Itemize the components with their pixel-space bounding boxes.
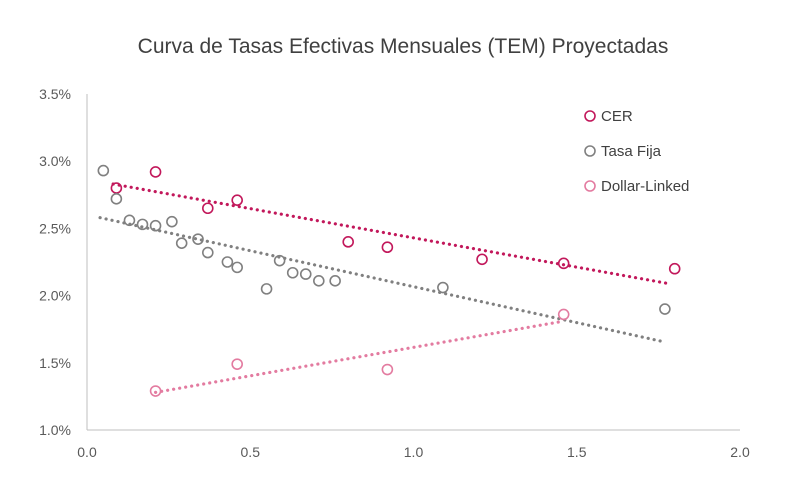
point-tasa-fija bbox=[149, 219, 162, 232]
point-tasa-fija bbox=[313, 275, 325, 287]
legend-marker-tasa-fija bbox=[584, 145, 596, 157]
legend-label-dollar-linked: Dollar-Linked bbox=[601, 178, 689, 195]
x-tick-label: 1.0 bbox=[404, 444, 424, 460]
data-points bbox=[97, 164, 681, 397]
point-cer bbox=[202, 202, 214, 215]
point-tasa-fija bbox=[221, 256, 234, 268]
chart-title: Curva de Tasas Efectivas Mensuales (TEM)… bbox=[138, 35, 669, 58]
point-cer bbox=[668, 262, 681, 275]
point-tasa-fija bbox=[97, 164, 110, 177]
x-tick-labels: 0.0 0.5 1.0 1.5 2.0 bbox=[77, 444, 750, 460]
point-tasa-fija bbox=[659, 303, 671, 315]
point-tasa-fija bbox=[192, 233, 204, 245]
x-tick-label: 0.0 bbox=[77, 444, 97, 460]
point-tasa-fija bbox=[329, 275, 341, 287]
trendline-dollar-linked bbox=[153, 319, 566, 394]
point-tasa-fija bbox=[273, 254, 286, 267]
legend-marker-cer bbox=[584, 110, 596, 122]
x-tick-label: 0.5 bbox=[241, 444, 261, 460]
point-cer bbox=[476, 253, 488, 266]
point-dollar-linked bbox=[557, 308, 570, 321]
point-tasa-fija bbox=[286, 266, 299, 279]
x-tick-label: 1.5 bbox=[567, 444, 587, 460]
legend-label-cer: CER bbox=[601, 108, 633, 125]
y-tick-label: 1.5% bbox=[39, 355, 71, 371]
y-tick-label: 3.5% bbox=[39, 86, 71, 102]
point-tasa-fija bbox=[260, 283, 273, 295]
legend: CER Tasa Fija Dollar-Linked bbox=[584, 108, 689, 195]
point-dollar-linked bbox=[231, 358, 243, 370]
point-cer bbox=[381, 241, 394, 254]
point-tasa-fija bbox=[175, 237, 188, 249]
point-tasa-fija bbox=[136, 218, 149, 231]
point-dollar-linked bbox=[149, 385, 162, 397]
legend-marker-dollar-linked bbox=[584, 180, 596, 192]
point-cer bbox=[231, 194, 243, 206]
point-tasa-fija bbox=[110, 193, 123, 205]
point-tasa-fija bbox=[299, 268, 312, 280]
point-cer bbox=[110, 182, 123, 194]
trendlines bbox=[98, 182, 670, 394]
legend-label-tasa-fija: Tasa Fija bbox=[601, 143, 662, 160]
point-tasa-fija bbox=[202, 246, 214, 259]
y-tick-label: 2.5% bbox=[39, 220, 71, 236]
trendline-tasa-fija bbox=[98, 216, 664, 343]
point-cer bbox=[342, 236, 355, 248]
point-tasa-fija bbox=[437, 281, 449, 294]
point-tasa-fija bbox=[231, 261, 243, 274]
y-tick-label: 3.0% bbox=[39, 153, 71, 169]
y-tick-label: 1.0% bbox=[39, 422, 71, 438]
y-tick-labels: 1.0% 1.5% 2.0% 2.5% 3.0% 3.5% bbox=[39, 86, 71, 438]
point-cer bbox=[557, 257, 570, 270]
y-tick-label: 2.0% bbox=[39, 288, 71, 304]
trendline-cer bbox=[111, 182, 670, 286]
point-dollar-linked bbox=[381, 363, 394, 376]
x-tick-label: 2.0 bbox=[730, 444, 750, 460]
point-cer bbox=[149, 166, 162, 178]
point-tasa-fija bbox=[166, 215, 178, 228]
point-tasa-fija bbox=[123, 214, 136, 227]
